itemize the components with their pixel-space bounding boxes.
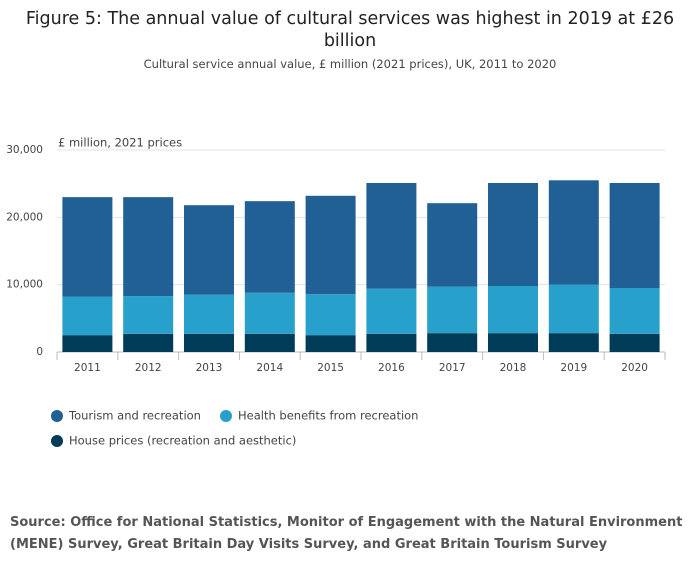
x-tick-label: 2016 [378,362,405,374]
legend-label: Health benefits from recreation [238,409,418,423]
bar-segment [366,182,417,289]
bar-segment [488,286,538,334]
bar-segment [305,335,356,352]
source: Source: Office for National Statistics, … [10,515,683,552]
x-tick-label: 2015 [317,362,344,374]
legend-swatch [51,410,63,422]
bar-segment [62,197,113,297]
bar-segment [609,182,660,289]
bar-segment [184,333,234,352]
bar-segment [427,286,478,334]
bar-segment [62,296,113,336]
x-tick-label: 2013 [196,362,223,374]
bar-segment [244,201,295,293]
bar-segment [548,180,599,285]
x-tick-label: 2018 [500,362,527,374]
legend-label: House prices (recreation and aesthetic) [69,434,296,448]
x-tick-label: 2011 [74,362,101,374]
bar-segment [427,333,478,352]
legend-label: Tourism and recreation [68,409,201,423]
bar-segment [184,205,234,295]
bar-segment [548,333,599,352]
x-tick-label: 2020 [621,362,648,374]
bar-segment [488,182,538,287]
y-tick-label: 0 [36,346,43,358]
y-tick-label: 10,000 [6,279,43,291]
bar-segment [305,195,356,295]
bar-segment [488,333,538,352]
bar-segment [427,203,478,287]
bar-segment [609,288,660,334]
bar-segment [123,296,174,334]
chart-title: Figure 5: The annual value of cultural s… [25,9,675,51]
bar-segment [366,333,417,352]
x-tick-label: 2014 [256,362,283,374]
bar-segment [305,294,356,336]
bar-segment [609,333,660,352]
y-axis-label: £ million, 2021 prices [58,136,182,150]
legend-swatch [220,410,232,422]
bar-segment [244,292,295,334]
bar-segment [123,333,174,352]
x-tick-label: 2012 [135,362,162,374]
y-tick-label: 30,000 [6,144,43,156]
chart-subtitle: Cultural service annual value, £ million… [143,57,557,71]
x-tick-label: 2017 [439,362,466,374]
bar-segment [184,294,234,334]
bar-segment [62,335,113,352]
x-tick-label: 2019 [560,362,587,374]
legend-swatch [51,435,63,447]
y-tick-label: 20,000 [6,211,43,223]
bar-segment [123,197,174,297]
bar-segment [548,284,599,334]
bar-segment [244,333,295,352]
bar-segment [366,288,417,334]
chart: £ million, 2021 prices 0 10,000 20,000 30,0… [6,136,666,448]
